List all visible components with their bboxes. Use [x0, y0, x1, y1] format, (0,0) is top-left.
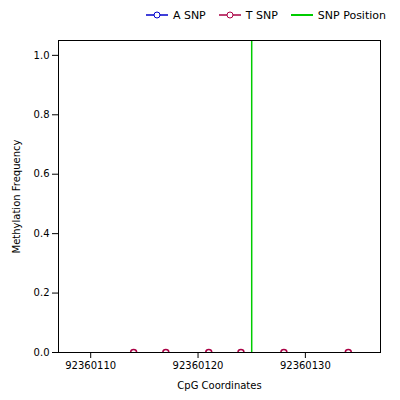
html-text:T SNP: T SNP: [245, 8, 278, 22]
html-text:SNP Position: SNP Position: [317, 8, 386, 22]
svg-text:1.0: 1.0: [34, 50, 50, 61]
svg-text:92360130: 92360130: [280, 360, 331, 371]
svg-text:0.0: 0.0: [34, 347, 50, 358]
html-text:A SNP: A SNP: [172, 8, 206, 22]
svg-text:0.8: 0.8: [34, 109, 50, 120]
svg-text:92360110: 92360110: [65, 360, 116, 371]
svg-text:0.2: 0.2: [34, 287, 50, 298]
svg-text:Methylation Frequency: Methylation Frequency: [11, 139, 22, 253]
svg-text:CpG Coordinates: CpG Coordinates: [177, 380, 261, 391]
svg-text:0.6: 0.6: [34, 168, 50, 179]
svg-text:0.4: 0.4: [34, 228, 50, 239]
svg-text:92360120: 92360120: [173, 360, 224, 371]
